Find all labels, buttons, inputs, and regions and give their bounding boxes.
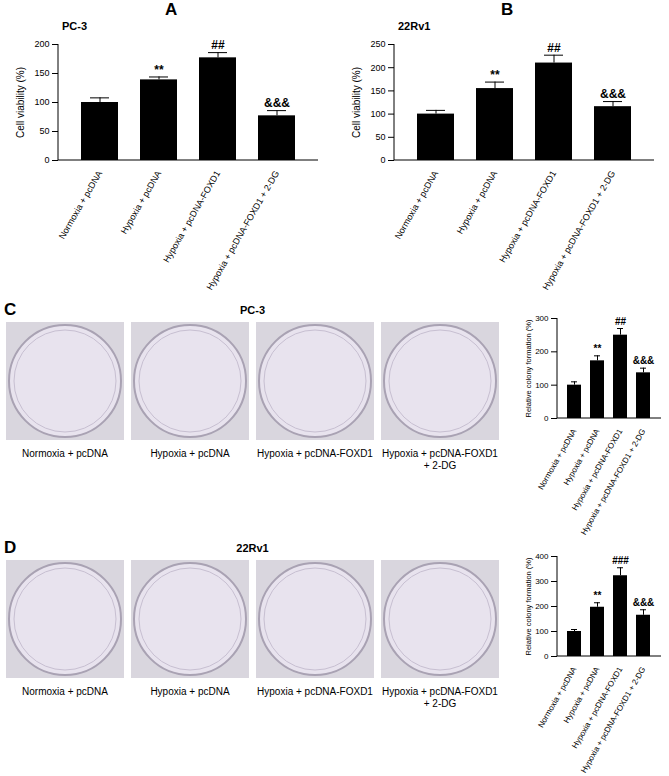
html-text:A: A (165, 0, 178, 19)
html-text:Hypoxia + pcDNA-FOXD1 + 2-DG: Hypoxia + pcDNA-FOXD1 + 2-DG (382, 686, 498, 709)
svg-text:Hypoxia + pcDNA-FOXD1 + 2-DG: Hypoxia + pcDNA-FOXD1 + 2-DG (541, 169, 618, 292)
svg-text:Hypoxia + pcDNA-FOXD1 + 2-DG: Hypoxia + pcDNA-FOXD1 + 2-DG (205, 169, 282, 292)
svg-text:Cell viability (%): Cell viability (%) (15, 67, 26, 138)
svg-text:150: 150 (370, 86, 385, 96)
html-text:22Rv1: 22Rv1 (398, 20, 431, 32)
svg-text:300: 300 (535, 314, 549, 323)
html-text:Normoxia + pcDNA: Normoxia + pcDNA (22, 448, 108, 459)
html-text:D: D (4, 538, 17, 557)
svg-text:Normoxia + pcDNA: Normoxia + pcDNA (536, 665, 579, 730)
html-text:Hypoxia + pcDNA-FOXD1: Hypoxia + pcDNA-FOXD1 (257, 448, 373, 459)
html-text:B: B (501, 0, 514, 19)
svg-text:200: 200 (535, 602, 549, 611)
svg-text:300: 300 (535, 577, 549, 586)
svg-text:100: 100 (370, 109, 385, 119)
svg-text:0: 0 (544, 414, 549, 423)
svg-text:50: 50 (375, 132, 385, 142)
svg-text:Hypoxia + pcDNA-FOXD1 + 2-DG: Hypoxia + pcDNA-FOXD1 + 2-DG (579, 427, 647, 536)
html-text:C: C (4, 300, 17, 319)
svg-text:0: 0 (544, 652, 549, 661)
svg-text:Normoxia + pcDNA: Normoxia + pcDNA (393, 169, 440, 241)
svg-text:Relative colony formation (%): Relative colony formation (%) (524, 319, 533, 417)
svg-text:##: ## (211, 38, 225, 52)
svg-text:&&&: &&& (600, 87, 626, 101)
svg-text:Normoxia + pcDNA: Normoxia + pcDNA (57, 169, 104, 241)
svg-text:0: 0 (380, 155, 385, 165)
svg-text:100: 100 (535, 627, 549, 636)
svg-text:100: 100 (34, 97, 49, 107)
svg-text:&&&: &&& (633, 355, 655, 366)
svg-text:Cell viability (%): Cell viability (%) (351, 67, 362, 138)
svg-text:Normoxia + pcDNA: Normoxia + pcDNA (536, 427, 579, 492)
svg-text:Hypoxia + pcDNA-FOXD1 + 2-DG: Hypoxia + pcDNA-FOXD1 + 2-DG (579, 665, 647, 774)
svg-text:**: ** (154, 63, 164, 77)
svg-text:200: 200 (535, 347, 549, 356)
svg-text:**: ** (594, 590, 602, 601)
svg-text:Hypoxia + pcDNA-FOXD1: Hypoxia + pcDNA-FOXD1 (161, 169, 222, 264)
svg-text:Relative colony formation (%): Relative colony formation (%) (524, 557, 533, 655)
svg-text:##: ## (547, 41, 561, 55)
html-text:Hypoxia + pcDNA-FOXD1 + 2-DG: Hypoxia + pcDNA-FOXD1 + 2-DG (382, 448, 498, 471)
html-text:Hypoxia + pcDNA: Hypoxia + pcDNA (150, 686, 230, 697)
html-text:Hypoxia + pcDNA: Hypoxia + pcDNA (150, 448, 230, 459)
html-text:PC-3: PC-3 (62, 20, 88, 32)
html-text:22Rv1: 22Rv1 (236, 542, 269, 554)
svg-text:200: 200 (34, 39, 49, 49)
svg-text:0: 0 (44, 155, 49, 165)
svg-text:Hypoxia + pcDNA: Hypoxia + pcDNA (455, 169, 499, 236)
svg-text:&&&: &&& (264, 96, 290, 110)
svg-text:400: 400 (535, 552, 549, 561)
svg-text:250: 250 (370, 39, 385, 49)
svg-text:150: 150 (34, 68, 49, 78)
svg-text:Hypoxia + pcDNA: Hypoxia + pcDNA (119, 169, 163, 236)
svg-text:&&&: &&& (633, 597, 655, 608)
html-text:Normoxia + pcDNA: Normoxia + pcDNA (22, 686, 108, 697)
svg-text:200: 200 (370, 63, 385, 73)
svg-text:###: ### (612, 555, 629, 566)
html-text:Hypoxia + pcDNA-FOXD1: Hypoxia + pcDNA-FOXD1 (257, 686, 373, 697)
html-text:PC-3: PC-3 (240, 304, 265, 316)
svg-text:Hypoxia + pcDNA-FOXD1: Hypoxia + pcDNA-FOXD1 (497, 169, 558, 264)
svg-text:100: 100 (535, 381, 549, 390)
svg-text:**: ** (490, 68, 500, 82)
svg-text:50: 50 (39, 126, 49, 136)
svg-text:##: ## (615, 316, 627, 327)
svg-text:**: ** (594, 343, 602, 354)
